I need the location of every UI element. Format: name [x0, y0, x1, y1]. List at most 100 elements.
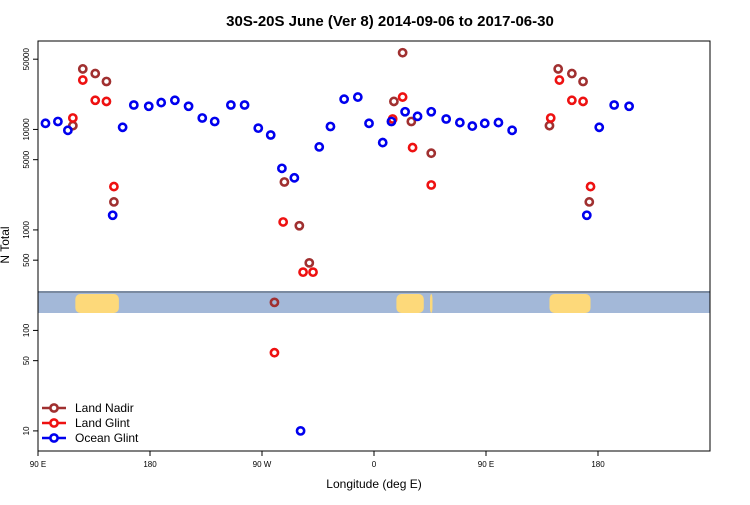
data-point	[109, 197, 119, 207]
data-point	[253, 123, 264, 134]
data-point	[269, 347, 280, 358]
ocean-band	[38, 292, 710, 313]
data-point	[412, 111, 423, 122]
data-point	[117, 122, 128, 133]
data-point	[90, 95, 101, 106]
series-land-nadir	[67, 47, 595, 308]
x-axis-label: Longitude (deg E)	[326, 477, 421, 491]
data-point	[107, 210, 118, 221]
legend-label: Land Nadir	[75, 401, 134, 415]
legend-marker	[49, 418, 59, 428]
data-point	[183, 101, 194, 112]
legend-item: Land Glint	[42, 416, 130, 430]
legend-label: Ocean Glint	[75, 431, 139, 445]
data-point	[454, 117, 465, 128]
chart-title: 30S-20S June (Ver 8) 2014-09-06 to 2017-…	[226, 13, 554, 30]
land-region	[75, 294, 119, 313]
data-point	[594, 122, 605, 133]
data-point	[277, 163, 287, 174]
data-point	[62, 125, 73, 136]
data-point	[400, 106, 411, 117]
data-point	[441, 114, 452, 124]
data-point	[298, 267, 308, 278]
data-points	[40, 47, 635, 436]
data-point	[308, 267, 318, 278]
legend-item: Land Nadir	[42, 401, 134, 415]
data-point	[406, 116, 417, 127]
data-point	[109, 181, 119, 192]
map-strip	[38, 291, 710, 313]
data-point	[426, 148, 437, 159]
data-point	[169, 95, 180, 106]
data-point	[143, 101, 154, 112]
land-region	[396, 294, 424, 313]
series-ocean-glint	[40, 92, 635, 436]
data-point	[265, 130, 276, 140]
data-point	[624, 101, 635, 112]
data-point	[209, 116, 220, 127]
x-tick-label: 90 E	[478, 460, 494, 469]
data-point	[90, 68, 101, 79]
data-point	[554, 75, 565, 85]
y-axis: 10 50 100 500 1000 5000 10000 50000	[22, 48, 38, 435]
data-point	[467, 121, 478, 131]
data-point	[553, 64, 564, 74]
data-point	[239, 100, 250, 110]
data-point	[397, 92, 408, 102]
data-point	[77, 64, 88, 74]
data-point	[339, 94, 350, 105]
data-point	[156, 97, 167, 108]
x-tick-label: 180	[143, 460, 157, 469]
data-point	[101, 76, 112, 87]
data-point	[279, 177, 290, 187]
legend-item: Ocean Glint	[42, 431, 139, 445]
y-tick-label: 5000	[22, 150, 31, 168]
data-point	[325, 121, 336, 132]
data-point	[294, 220, 305, 231]
data-point	[389, 96, 399, 107]
plot-frame	[37, 40, 711, 452]
data-point	[225, 100, 236, 110]
y-tick-label: 50	[22, 356, 31, 365]
data-point	[585, 181, 596, 192]
data-point	[493, 117, 504, 128]
data-point	[352, 92, 363, 102]
data-point	[304, 257, 315, 268]
data-point	[128, 100, 139, 110]
x-tick-label: 90 E	[30, 460, 46, 469]
x-axis: 90 E 180 90 W 0 90 E 180	[30, 451, 605, 469]
data-point	[578, 76, 588, 87]
legend-marker	[49, 403, 59, 413]
x-tick-label: 0	[372, 460, 377, 469]
data-point	[507, 125, 518, 136]
data-point	[278, 217, 289, 227]
data-point	[584, 197, 595, 207]
data-point	[566, 68, 577, 79]
data-point	[544, 120, 555, 131]
y-tick-label: 1000	[22, 220, 31, 238]
data-point	[295, 426, 306, 436]
y-axis-label: N Total	[0, 226, 12, 263]
data-point	[578, 96, 588, 107]
legend-label: Land Glint	[75, 416, 130, 430]
y-tick-label: 50000	[22, 48, 31, 71]
data-point	[53, 116, 63, 127]
data-point	[479, 118, 490, 129]
x-tick-label: 180	[591, 460, 605, 469]
data-point	[407, 142, 418, 153]
data-point	[77, 75, 88, 85]
data-point	[397, 47, 408, 58]
data-point	[289, 172, 300, 183]
data-point	[581, 210, 592, 221]
data-point	[386, 116, 397, 127]
y-tick-label: 100	[22, 323, 31, 337]
data-point	[101, 96, 112, 107]
data-point	[40, 118, 51, 129]
data-point	[269, 297, 280, 308]
land-region	[430, 294, 433, 313]
y-tick-label: 500	[22, 253, 31, 267]
series-land-glint	[67, 75, 596, 358]
